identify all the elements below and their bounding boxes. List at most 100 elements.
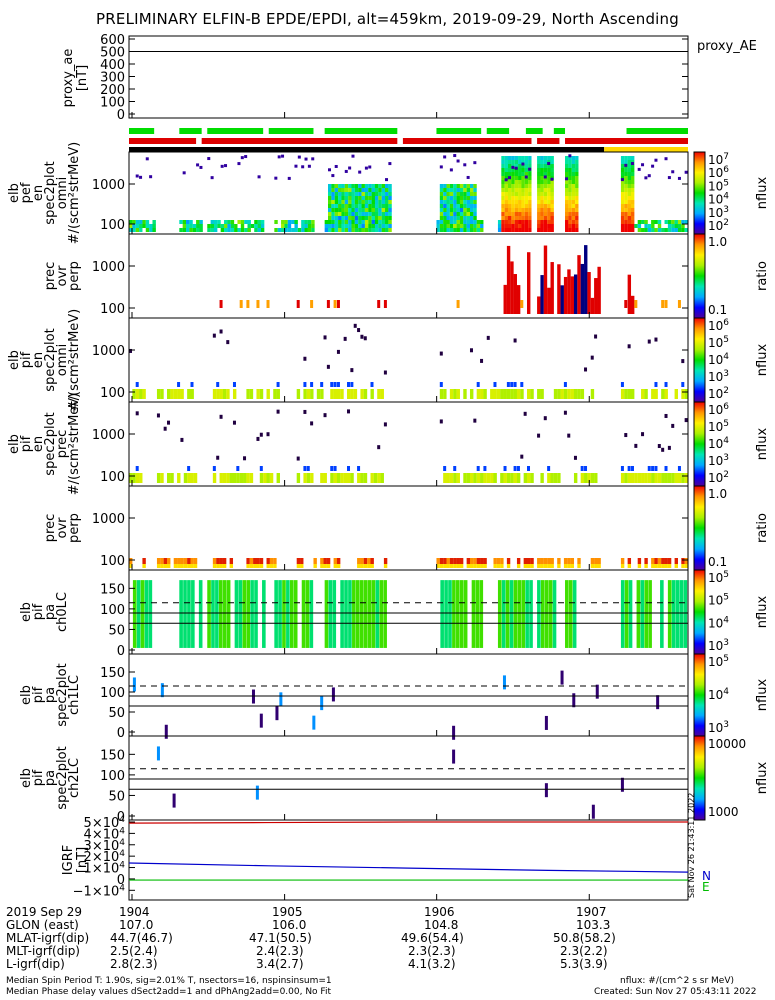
- spectrogram-cell: [306, 466, 310, 471]
- spectrogram-cell: [543, 204, 548, 208]
- spectrogram-cell: [449, 204, 454, 208]
- spectrogram-cell: [254, 228, 258, 232]
- spectrogram-cell: [537, 192, 541, 196]
- pa-ylabel: pif: [31, 686, 46, 703]
- pa-cell: [332, 580, 337, 648]
- spectrogram-cell: [550, 200, 554, 204]
- spectrogram-cell: [333, 466, 337, 471]
- spectrogram-cell: [276, 389, 280, 399]
- footer-value: 1907: [576, 905, 607, 919]
- spectrogram-cell: [436, 224, 440, 228]
- spectrogram-cell: [316, 389, 321, 399]
- spectrogram-cell: [439, 220, 444, 224]
- spectrogram-cell: [620, 160, 625, 164]
- spectrogram-cell: [516, 285, 521, 314]
- spectrogram-cell: [367, 564, 371, 568]
- spectrogram-cell: [651, 466, 655, 471]
- spectrogram-cell: [344, 208, 349, 212]
- spectrogram-cell: [226, 389, 230, 399]
- spectrogram-cell: [620, 473, 625, 483]
- pa-cell: [667, 580, 672, 648]
- spectrogram-cell: [493, 473, 497, 483]
- spectrogram-cell: [500, 558, 504, 564]
- spectrogram-cell: [537, 212, 541, 216]
- spectrogram-cell: [501, 172, 505, 176]
- spectrogram-cell: [381, 204, 386, 208]
- spectrogram-cell: [493, 564, 497, 568]
- spectrogram-cell: [351, 184, 355, 188]
- spectrogram-cell: [524, 160, 529, 164]
- spectrogram-cell: [594, 334, 598, 339]
- colorbar-tick-label: 102: [708, 218, 729, 233]
- status-bar-green: [436, 128, 482, 134]
- spectrogram-cell: [353, 389, 358, 399]
- spectrogram-cell: [334, 228, 339, 232]
- spectrogram-cell: [543, 416, 547, 421]
- spectrogram-cell: [364, 184, 369, 188]
- spectrogram-cell: [664, 413, 668, 418]
- spectrogram-cell: [664, 558, 668, 564]
- pa-cell: [675, 580, 680, 648]
- spectrogram-cell: [281, 224, 285, 228]
- spectrogram-cell: [156, 413, 160, 418]
- spectrogram-cell: [521, 184, 525, 188]
- spectrogram-ylabel: omni: [55, 177, 70, 209]
- spectrogram-cell: [364, 196, 369, 200]
- spectrogram-cell: [508, 180, 512, 184]
- spectrogram-cell: [443, 196, 447, 200]
- spectrogram-cell: [374, 224, 379, 228]
- spectrogram-cell: [550, 473, 554, 483]
- spectrogram-cell: [627, 192, 632, 196]
- spectrogram-cell: [550, 220, 554, 224]
- spectrogram-cell: [212, 473, 217, 483]
- spectrogram-cell: [149, 228, 153, 232]
- spectrogram-cell: [657, 228, 662, 232]
- spectrogram-cell: [630, 228, 635, 232]
- spectrogram-cell: [357, 328, 361, 333]
- spectrogram-cell: [449, 473, 454, 483]
- spectrogram-cell: [388, 200, 392, 204]
- spectrogram-cell: [142, 224, 146, 228]
- spectrogram-cell: [449, 389, 454, 399]
- spectrogram-cell: [624, 200, 628, 204]
- spectrogram-cell: [385, 208, 389, 212]
- spectrogram-cell: [230, 228, 235, 232]
- spectrogram-cell: [651, 473, 655, 483]
- spectrogram-cell: [357, 564, 361, 568]
- spectrogram-cell: [547, 188, 551, 192]
- spectrogram-cell: [463, 163, 467, 167]
- pa-cell: [620, 777, 624, 792]
- spectrogram-cell: [575, 172, 579, 176]
- spectrogram-cell: [463, 200, 467, 204]
- spectrogram-cell: [135, 228, 140, 232]
- spectrogram-cell: [361, 200, 365, 204]
- spectrogram-cell: [568, 176, 572, 180]
- spectrogram-cell: [510, 473, 514, 483]
- spectrogram-cell: [521, 168, 525, 172]
- spectrogram-cell: [331, 208, 335, 212]
- spectrogram-cell: [368, 188, 372, 192]
- spectrogram-cell: [307, 164, 311, 168]
- spectrogram-cell: [229, 558, 234, 564]
- spectrogram-cell: [508, 196, 512, 200]
- spectrogram-cell: [463, 204, 467, 208]
- spectrogram-cell: [297, 155, 301, 159]
- spectrogram-cell: [304, 224, 308, 228]
- pa-cell: [246, 580, 250, 648]
- spectrogram-cell: [627, 558, 632, 564]
- spectrogram-cell: [344, 192, 349, 196]
- spectrogram-cell: [620, 200, 625, 204]
- spectrogram-cell: [351, 196, 355, 200]
- status-bar-black: [129, 147, 605, 152]
- spectrogram-frame: [128, 485, 689, 571]
- spectrogram-cell: [524, 228, 529, 232]
- pa-cell: [648, 580, 652, 648]
- spectrogram-cell: [187, 558, 191, 564]
- spectrogram-cell: [684, 170, 688, 174]
- spectrogram-cell: [196, 163, 200, 167]
- spectrogram-cell: [684, 228, 689, 232]
- spectrogram-cell: [565, 212, 569, 216]
- spectrogram-cell: [590, 389, 595, 399]
- status-bar-green: [324, 128, 398, 134]
- colorbar-tick-label: 1.0: [708, 235, 727, 249]
